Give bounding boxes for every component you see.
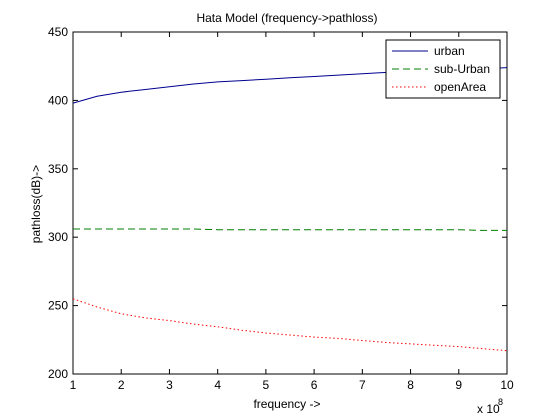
y-axis-label: pathloss(dB)-> <box>29 165 43 243</box>
y-tick-label: 200 <box>48 367 68 381</box>
x-axis-exponent-power: 8 <box>498 397 503 407</box>
x-tick-label: 2 <box>118 378 125 392</box>
y-tick-label: 300 <box>48 230 68 244</box>
x-axis-label: frequency -> <box>253 397 320 411</box>
x-tick-label: 5 <box>263 378 270 392</box>
x-tick-label: 4 <box>214 378 221 392</box>
x-tick-label: 10 <box>500 378 514 392</box>
y-tick-label: 250 <box>48 299 68 313</box>
x-tick-label: 7 <box>359 378 366 392</box>
x-tick-label: 9 <box>455 378 462 392</box>
legend-label: sub-Urban <box>434 62 490 76</box>
legend-label: openArea <box>434 80 486 94</box>
x-axis-exponent: x 10 8 <box>477 397 503 416</box>
y-tick-label: 350 <box>48 162 68 176</box>
x-tick-label: 6 <box>311 378 318 392</box>
x-tick-label: 8 <box>407 378 414 392</box>
y-tick-label: 450 <box>48 25 68 39</box>
x-tick-label: 3 <box>166 378 173 392</box>
x-tick-label: 1 <box>70 378 77 392</box>
y-tick-label: 400 <box>48 93 68 107</box>
legend-label: urban <box>434 44 465 58</box>
x-axis-exponent-base: x 10 <box>477 402 500 416</box>
chart-title: Hata Model (frequency->pathloss) <box>196 11 377 25</box>
series-line-sub-urban <box>73 228 507 231</box>
series-line-openarea <box>72 298 508 352</box>
